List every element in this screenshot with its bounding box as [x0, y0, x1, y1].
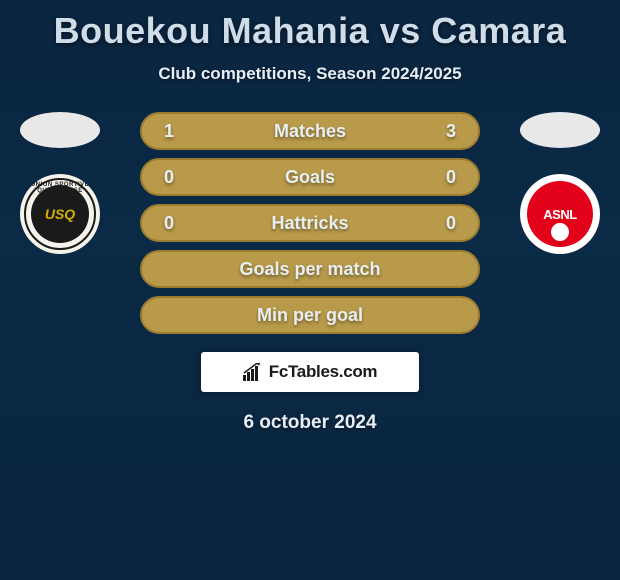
club-badge-left: UNION SPORTIVE QUEVILLAISE — [20, 174, 100, 254]
stat-left-value: 0 — [164, 213, 174, 234]
comparison-panel: UNION SPORTIVE QUEVILLAISE 1 Matches 3 0… — [0, 112, 620, 434]
club-badge-right-core — [527, 181, 593, 247]
player-left-headshot — [20, 112, 100, 148]
stat-right-value: 0 — [446, 167, 456, 188]
stat-label: Matches — [274, 121, 346, 142]
chart-icon — [243, 363, 265, 381]
stat-row-goals: 0 Goals 0 — [140, 158, 480, 196]
stat-left-value: 1 — [164, 121, 174, 142]
stat-label: Min per goal — [257, 305, 363, 326]
branding-text: FcTables.com — [269, 362, 378, 382]
page-title: Bouekou Mahania vs Camara — [0, 0, 620, 52]
player-right-headshot — [520, 112, 600, 148]
stat-row-hattricks: 0 Hattricks 0 — [140, 204, 480, 242]
stat-label: Goals per match — [239, 259, 380, 280]
club-badge-right — [520, 174, 600, 254]
stat-label: Goals — [285, 167, 335, 188]
stat-right-value: 3 — [446, 121, 456, 142]
stat-left-value: 0 — [164, 167, 174, 188]
club-badge-left-core — [31, 185, 89, 243]
snapshot-date: 6 october 2024 — [0, 412, 620, 434]
stat-row-min-per-goal: Min per goal — [140, 296, 480, 334]
stats-list: 1 Matches 3 0 Goals 0 0 Hattricks 0 Goal… — [140, 112, 480, 334]
stat-label: Hattricks — [271, 213, 348, 234]
page-subtitle: Club competitions, Season 2024/2025 — [0, 64, 620, 84]
branding-badge: FcTables.com — [201, 352, 419, 392]
stat-row-matches: 1 Matches 3 — [140, 112, 480, 150]
stat-row-goals-per-match: Goals per match — [140, 250, 480, 288]
stat-right-value: 0 — [446, 213, 456, 234]
